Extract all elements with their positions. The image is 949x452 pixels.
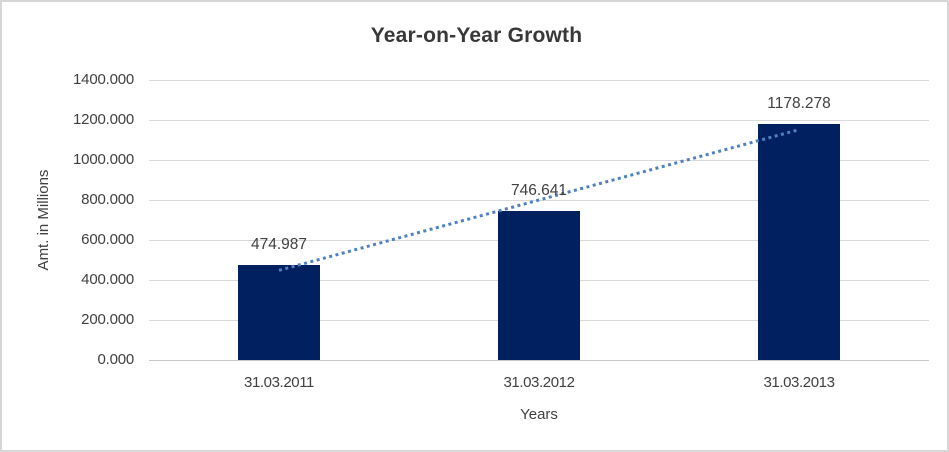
data-label: 1178.278	[767, 95, 831, 113]
bar-31.03.2011	[238, 265, 320, 360]
bar-31.03.2013	[758, 124, 840, 360]
y-axis-title: Amt. in Millions	[35, 169, 52, 271]
y-tick-label: 0.000	[97, 351, 134, 368]
x-tick-label: 31.03.2011	[244, 374, 314, 391]
y-tick-label: 400.000	[81, 271, 134, 288]
y-tick-label: 1400.000	[73, 71, 134, 88]
data-label: 746.641	[510, 181, 568, 199]
y-tick-label: 600.000	[81, 231, 134, 248]
y-tick-label: 200.000	[81, 311, 134, 328]
gridline	[149, 80, 929, 81]
gridline	[149, 120, 929, 121]
x-tick-label: 31.03.2013	[763, 374, 835, 391]
x-axis-line	[149, 360, 929, 361]
y-tick-label: 1000.000	[73, 151, 134, 168]
y-tick-label: 1200.000	[73, 111, 134, 128]
data-label: 474.987	[250, 236, 308, 253]
y-tick-label: 800.000	[81, 191, 134, 208]
chart-title: Year-on-Year Growth	[370, 24, 583, 47]
bar-31.03.2012	[498, 210, 580, 360]
x-tick-label: 31.03.2012	[503, 374, 575, 391]
x-axis-title: Years	[520, 406, 558, 423]
